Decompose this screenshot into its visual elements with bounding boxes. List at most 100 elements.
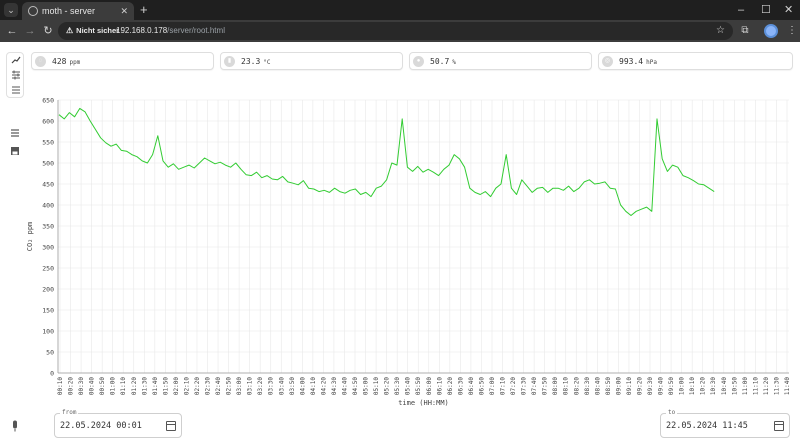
- from-date-field[interactable]: from 22.05.2024 00:01: [54, 409, 182, 438]
- avatar-icon[interactable]: [764, 24, 778, 38]
- x-tick-label: 09:20: [636, 377, 643, 395]
- x-tick-label: 08:10: [563, 377, 570, 395]
- x-tick-label: 06:40: [468, 377, 475, 395]
- pressure-unit: hPa: [646, 59, 657, 66]
- x-tick-label: 03:20: [257, 377, 264, 395]
- y-tick-label: 0: [50, 370, 54, 378]
- x-tick-label: 02:00: [173, 377, 180, 395]
- reload-icon[interactable]: ↻: [43, 25, 53, 37]
- x-tick-label: 06:50: [478, 377, 485, 395]
- x-tick-label: 10:10: [689, 377, 696, 395]
- security-chip[interactable]: ⚠ Nicht sicher: [64, 25, 123, 37]
- save-icon[interactable]: [6, 146, 24, 160]
- x-tick-label: 04:00: [299, 377, 306, 395]
- pressure-card: ◎ 993.4 hPa: [598, 52, 793, 70]
- x-tick-label: 07:30: [521, 377, 528, 395]
- temperature-value: 23.3: [241, 57, 261, 66]
- x-tick-label: 10:30: [710, 377, 717, 395]
- from-date-value[interactable]: 22.05.2024 00:01: [60, 421, 142, 431]
- x-tick-label: 09:10: [626, 377, 633, 395]
- x-tick-label: 11:40: [784, 377, 791, 395]
- pressure-icon: ◎: [602, 56, 613, 67]
- x-tick-label: 02:40: [215, 377, 222, 395]
- co2-unit: ppm: [69, 59, 81, 66]
- warning-icon: ⚠: [66, 26, 74, 35]
- x-tick-label: 06:00: [426, 377, 433, 395]
- x-tick-label: 08:40: [594, 377, 601, 395]
- temperature-card: ▮ 23.3 °C: [220, 52, 403, 70]
- x-tick-label: 01:10: [120, 377, 127, 395]
- maximize-icon[interactable]: ☐: [761, 4, 771, 16]
- y-tick-label: 400: [42, 202, 54, 210]
- y-tick-label: 350: [42, 223, 54, 231]
- x-tick-label: 01:50: [162, 377, 169, 395]
- x-tick-label: 05:20: [384, 377, 391, 395]
- x-tick-label: 00:20: [68, 377, 75, 395]
- calendar-icon[interactable]: [166, 421, 176, 431]
- x-tick-label: 03:30: [268, 377, 275, 395]
- x-tick-label: 07:00: [489, 377, 496, 395]
- x-tick-label: 00:40: [89, 377, 96, 395]
- close-icon[interactable]: ✕: [784, 4, 794, 16]
- x-tick-label: 02:30: [205, 377, 212, 395]
- x-tick-label: 11:10: [752, 377, 759, 395]
- y-tick-label: 600: [42, 118, 54, 126]
- puzzle-icon[interactable]: ⧉: [741, 25, 749, 36]
- y-tick-label: 650: [42, 97, 54, 105]
- x-tick-label: 07:20: [510, 377, 517, 395]
- y-tick-label: 100: [42, 328, 54, 336]
- x-tick-label: 08:50: [605, 377, 612, 395]
- y-tick-label: 250: [42, 265, 54, 273]
- x-tick-label: 08:30: [584, 377, 591, 395]
- to-date-field[interactable]: to 22.05.2024 11:45: [660, 409, 790, 438]
- kebab-menu-icon[interactable]: ⋮: [787, 25, 797, 36]
- forward-arrow-icon[interactable]: →: [24, 25, 36, 37]
- sliders-icon[interactable]: [11, 70, 21, 80]
- x-tick-label: 09:40: [658, 377, 665, 395]
- x-tick-label: 00:50: [99, 377, 106, 395]
- from-label: from: [60, 409, 79, 416]
- x-tick-label: 07:10: [500, 377, 507, 395]
- humidity-value: 50.7: [430, 57, 450, 66]
- x-tick-label: 00:10: [57, 377, 64, 395]
- url-text[interactable]: 192.168.0.178/server/root.html: [116, 22, 225, 40]
- co2-series-line: [58, 107, 715, 216]
- line-chart-icon[interactable]: [11, 55, 21, 65]
- x-tick-label: 07:50: [542, 377, 549, 395]
- x-tick-label: 10:00: [679, 377, 686, 395]
- x-tick-label: 10:20: [700, 377, 707, 395]
- x-tick-label: 06:10: [436, 377, 443, 395]
- page-content: ◌ 428 ppm ▮ 23.3 °C ● 50.7% ◎ 993.4 hPa 0 50…: [0, 42, 800, 443]
- calendar-icon[interactable]: [774, 421, 784, 431]
- chevron-down-icon[interactable]: ⌄: [4, 3, 18, 17]
- url-host: 192.168.0.178: [116, 26, 168, 35]
- x-tick-label: 04:20: [320, 377, 327, 395]
- microphone-icon[interactable]: [10, 420, 20, 434]
- x-tick-label: 00:30: [78, 377, 85, 395]
- x-tick-label: 05:00: [363, 377, 370, 395]
- to-date-value[interactable]: 22.05.2024 11:45: [666, 421, 748, 431]
- back-arrow-icon[interactable]: ←: [6, 25, 18, 37]
- minimize-icon[interactable]: –: [738, 4, 745, 16]
- close-icon[interactable]: ✕: [120, 6, 128, 16]
- globe-icon: [28, 6, 38, 16]
- browser-tab[interactable]: moth - server ✕: [22, 2, 134, 20]
- co2-line-chart: 0 50 100 150 200 250 300 350 400 450 500 550 600 650 0…: [26, 97, 791, 408]
- thermometer-icon: ▮: [224, 56, 235, 67]
- x-tick-label: 03:10: [247, 377, 254, 395]
- security-label: Nicht sicher: [76, 26, 120, 35]
- y-tick-label: 200: [42, 286, 54, 294]
- plus-icon[interactable]: +: [140, 2, 148, 17]
- to-label: to: [666, 409, 678, 416]
- x-tick-label: 11:20: [763, 377, 770, 395]
- star-icon[interactable]: ☆: [716, 25, 725, 36]
- menu-icon[interactable]: [6, 128, 24, 142]
- table-icon[interactable]: [11, 85, 21, 95]
- x-tick-label: 07:40: [531, 377, 538, 395]
- x-tick-label: 01:30: [141, 377, 148, 395]
- x-tick-label: 03:00: [236, 377, 243, 395]
- address-bar[interactable]: ⚠ Nicht sicher 192.168.0.178/server/root.…: [58, 22, 733, 40]
- x-tick-label: 08:20: [573, 377, 580, 395]
- x-tick-label: 04:10: [310, 377, 317, 395]
- x-tick-label: 03:40: [278, 377, 285, 395]
